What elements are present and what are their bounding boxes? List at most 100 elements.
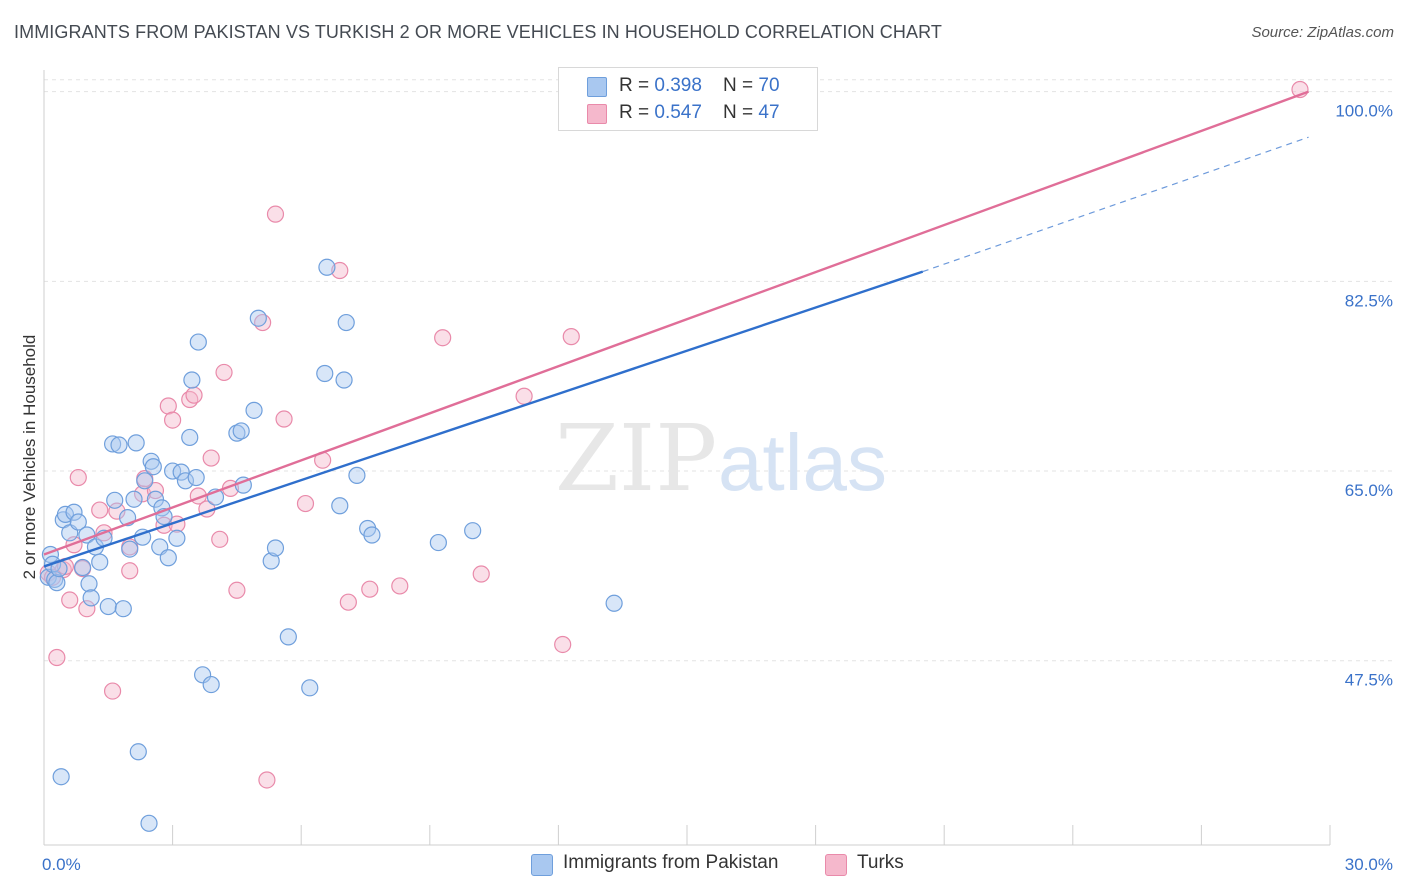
series-turks-points bbox=[39, 80, 1309, 789]
pakistan-point bbox=[144, 458, 162, 476]
turks-legend-swatch bbox=[825, 854, 847, 876]
watermark-atlas: atlas bbox=[718, 418, 887, 507]
pakistan-legend-swatch bbox=[531, 854, 553, 876]
turks-point bbox=[108, 502, 126, 520]
turks-point bbox=[472, 565, 490, 583]
pakistan-point bbox=[316, 364, 334, 383]
pakistan-point bbox=[48, 574, 66, 592]
pakistan-point bbox=[73, 558, 92, 577]
y-tick-label: 65.0% bbox=[1345, 481, 1393, 500]
turks-point bbox=[202, 449, 220, 467]
pakistan-point bbox=[605, 594, 623, 612]
pakistan-point bbox=[136, 472, 154, 490]
r-label: R = bbox=[619, 75, 655, 96]
turks-point bbox=[296, 494, 315, 513]
turks-point bbox=[91, 501, 109, 519]
pakistan-point bbox=[172, 463, 190, 481]
turks-point bbox=[48, 648, 66, 667]
pakistan-point bbox=[168, 529, 186, 547]
stats-text: R = 0.547 N = 47 bbox=[619, 102, 780, 124]
source-credit: Source: ZipAtlas.com bbox=[1251, 24, 1394, 41]
pakistan-point bbox=[202, 675, 220, 694]
stats-text: R = 0.398 N = 70 bbox=[619, 75, 780, 97]
pakistan-point bbox=[121, 540, 139, 558]
turks-point bbox=[78, 600, 96, 618]
pakistan-point bbox=[181, 428, 199, 447]
pakistan-point bbox=[103, 435, 122, 453]
y-tick-label: 82.5% bbox=[1345, 291, 1393, 310]
pakistan-point bbox=[429, 533, 447, 552]
pakistan-point bbox=[331, 497, 349, 515]
pakistan-point bbox=[266, 539, 285, 557]
turks-point bbox=[121, 562, 139, 580]
pakistan-point bbox=[80, 575, 98, 593]
turks-point bbox=[515, 387, 533, 405]
pakistan-point bbox=[262, 552, 280, 570]
pakistan-point bbox=[125, 490, 143, 508]
turks-point bbox=[185, 386, 203, 404]
pakistan-point bbox=[232, 422, 250, 440]
turks-point bbox=[61, 591, 79, 609]
pakistan-point bbox=[249, 309, 267, 327]
turks-point bbox=[146, 481, 165, 500]
legend-label: Turks bbox=[857, 852, 904, 873]
pakistan-point bbox=[159, 549, 177, 567]
pakistan-point bbox=[129, 743, 147, 761]
n-label: N = bbox=[723, 102, 759, 123]
pakistan-point bbox=[52, 768, 70, 786]
pakistan-swatch bbox=[587, 77, 607, 97]
pakistan-point bbox=[301, 679, 319, 697]
pakistan-point bbox=[335, 371, 353, 389]
pakistan-point bbox=[176, 472, 195, 490]
pakistan-point bbox=[464, 522, 482, 540]
trend-lines bbox=[43, 90, 1309, 568]
turks-point bbox=[164, 411, 182, 429]
watermark-zip: ZIP bbox=[555, 405, 717, 512]
pakistan-point bbox=[140, 814, 158, 832]
turks-point bbox=[266, 205, 285, 223]
legend-label: Immigrants from Pakistan bbox=[563, 852, 779, 873]
x-tick-label: 30.0% bbox=[1345, 855, 1393, 874]
pakistan-point bbox=[99, 597, 117, 616]
gridlines bbox=[44, 79, 1392, 662]
pakistan-trend-extension bbox=[922, 136, 1309, 273]
pakistan-point bbox=[245, 401, 263, 419]
pakistan-point bbox=[110, 436, 128, 454]
pakistan-point bbox=[183, 371, 201, 389]
turks-point bbox=[331, 261, 349, 280]
turks-point bbox=[258, 771, 276, 789]
r-label: R = bbox=[619, 102, 655, 123]
pakistan-point bbox=[363, 526, 381, 544]
pakistan-point bbox=[114, 600, 132, 618]
turks-point bbox=[211, 530, 229, 548]
turks-point bbox=[554, 635, 572, 654]
pakistan-point bbox=[348, 466, 366, 484]
r-value: 0.398 bbox=[654, 75, 702, 96]
turks-point bbox=[103, 682, 122, 700]
y-tick-label: 47.5% bbox=[1345, 671, 1393, 690]
r-value: 0.547 bbox=[654, 102, 702, 123]
pakistan-point bbox=[69, 513, 87, 531]
pakistan-point bbox=[318, 258, 336, 276]
n-value: 70 bbox=[758, 75, 780, 96]
pakistan-point bbox=[82, 589, 100, 607]
turks-point bbox=[275, 410, 293, 428]
turks-point bbox=[562, 328, 580, 346]
axes bbox=[43, 70, 1331, 846]
pakistan-point bbox=[337, 313, 355, 332]
pakistan-point bbox=[194, 666, 212, 684]
chart-title: IMMIGRANTS FROM PAKISTAN VS TURKISH 2 OR… bbox=[14, 22, 942, 42]
y-tick-label: 100.0% bbox=[1335, 102, 1393, 121]
pakistan-point bbox=[91, 553, 109, 571]
turks-trend-line bbox=[43, 90, 1309, 556]
pakistan-point bbox=[65, 503, 83, 521]
n-label: N = bbox=[723, 75, 759, 96]
pakistan-point bbox=[127, 434, 145, 452]
turks-point bbox=[434, 329, 452, 347]
x-tick-label: 0.0% bbox=[42, 855, 81, 874]
pakistan-point bbox=[146, 490, 165, 508]
turks-swatch bbox=[587, 104, 607, 124]
turks-point bbox=[361, 580, 379, 598]
turks-point bbox=[215, 363, 233, 382]
